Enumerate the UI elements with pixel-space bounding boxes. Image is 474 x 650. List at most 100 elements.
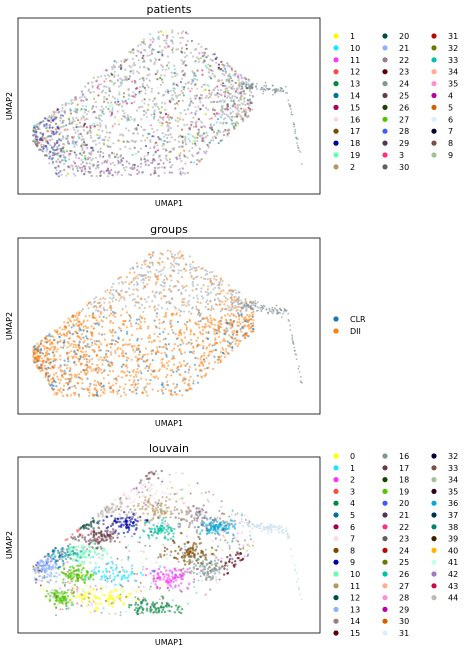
point	[170, 374, 173, 377]
point	[61, 151, 64, 154]
point	[120, 66, 123, 69]
point	[73, 319, 76, 322]
point	[80, 163, 83, 166]
point	[232, 320, 235, 323]
point	[210, 305, 213, 308]
point	[194, 144, 197, 147]
point	[62, 119, 65, 123]
point	[184, 289, 187, 292]
point	[290, 113, 293, 116]
point	[248, 110, 252, 113]
point	[139, 519, 142, 522]
point	[146, 66, 149, 70]
point	[203, 326, 206, 329]
point	[219, 278, 222, 282]
point	[221, 99, 224, 102]
point	[229, 309, 232, 312]
point	[169, 266, 172, 269]
point	[189, 387, 192, 390]
point	[59, 170, 62, 173]
point	[55, 350, 58, 353]
point	[203, 360, 206, 363]
point	[160, 64, 163, 67]
point	[140, 501, 143, 504]
point	[189, 90, 192, 93]
point	[92, 90, 95, 94]
point	[142, 277, 145, 281]
point	[131, 153, 134, 156]
point	[38, 564, 42, 567]
point	[147, 132, 150, 136]
point	[114, 171, 117, 174]
point	[161, 81, 164, 84]
point	[203, 565, 206, 568]
point	[107, 145, 110, 148]
point	[162, 516, 165, 520]
point	[154, 352, 158, 356]
point	[67, 172, 70, 175]
point	[118, 326, 121, 329]
point	[124, 305, 127, 308]
point	[109, 321, 112, 324]
point	[222, 289, 225, 292]
point	[133, 167, 136, 170]
point	[208, 92, 211, 95]
point	[130, 358, 133, 361]
point	[209, 309, 213, 312]
point	[196, 136, 199, 139]
point	[197, 535, 200, 539]
point	[84, 315, 87, 318]
point	[223, 93, 226, 96]
point	[82, 369, 85, 372]
point	[294, 353, 297, 356]
point	[128, 371, 131, 374]
point	[186, 571, 189, 574]
point	[91, 111, 94, 114]
point	[174, 74, 177, 78]
point	[280, 316, 283, 318]
point	[46, 117, 49, 120]
point	[100, 385, 103, 388]
point	[139, 117, 142, 120]
point	[80, 322, 83, 326]
point	[216, 324, 220, 327]
point	[40, 342, 43, 345]
point	[72, 324, 75, 327]
point	[119, 297, 122, 300]
point	[133, 379, 136, 382]
point	[96, 79, 99, 82]
point	[171, 29, 174, 32]
point	[180, 333, 183, 336]
point	[68, 154, 71, 157]
point	[73, 349, 76, 352]
point	[85, 105, 88, 108]
point	[104, 298, 107, 301]
point	[112, 329, 115, 332]
point	[251, 315, 254, 318]
point	[152, 251, 155, 254]
point	[126, 356, 129, 359]
point	[152, 370, 155, 373]
point	[82, 129, 85, 132]
point	[137, 124, 140, 127]
point	[188, 127, 191, 130]
point	[173, 391, 176, 394]
point	[53, 142, 56, 145]
point	[198, 52, 201, 55]
point	[142, 281, 145, 284]
point	[200, 45, 203, 48]
point	[55, 149, 58, 152]
point	[73, 120, 76, 123]
point	[34, 128, 37, 131]
point	[205, 112, 208, 115]
point	[64, 128, 67, 131]
point	[76, 552, 79, 555]
point	[82, 527, 86, 530]
point	[108, 301, 111, 304]
point	[191, 146, 194, 150]
point	[156, 349, 159, 352]
point	[136, 339, 139, 342]
point	[201, 328, 205, 332]
point	[75, 143, 78, 146]
point	[161, 34, 165, 37]
